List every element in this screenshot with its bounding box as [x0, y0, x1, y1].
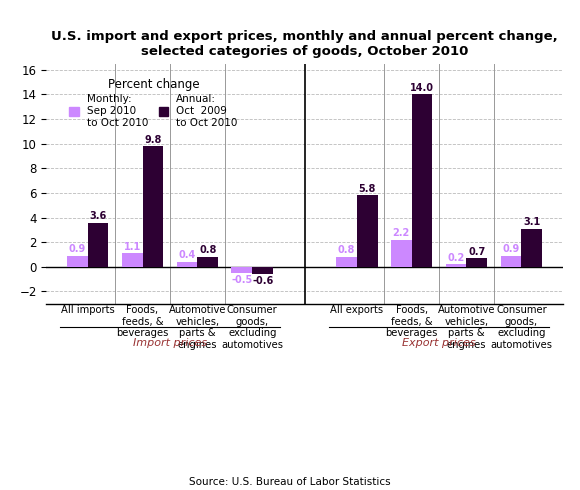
Text: Export prices: Export prices	[402, 338, 476, 348]
Text: 5.8: 5.8	[358, 184, 376, 194]
Text: 0.7: 0.7	[468, 246, 485, 257]
Bar	[231, 267, 252, 273]
Text: Source: U.S. Bureau of Labor Statistics: Source: U.S. Bureau of Labor Statistics	[189, 477, 391, 487]
Text: Consumer
goods,
excluding
automotives: Consumer goods, excluding automotives	[491, 305, 552, 350]
Title: U.S. import and export prices, monthly and annual percent change,
selected categ: U.S. import and export prices, monthly a…	[51, 30, 558, 58]
Text: Automotive
vehicles,
parts &
engines: Automotive vehicles, parts & engines	[438, 305, 495, 350]
Text: 0.8: 0.8	[338, 245, 355, 255]
Text: -0.6: -0.6	[252, 276, 273, 287]
Text: 0.4: 0.4	[179, 250, 195, 260]
Text: 3.1: 3.1	[523, 217, 541, 227]
Text: -0.5: -0.5	[231, 275, 252, 285]
Bar	[521, 229, 542, 267]
Legend: Monthly:
Sep 2010
to Oct 2010, Annual:
Oct  2009
to Oct 2010: Monthly: Sep 2010 to Oct 2010, Annual: O…	[67, 76, 240, 129]
Text: 9.8: 9.8	[144, 135, 162, 145]
Text: 0.9: 0.9	[68, 244, 86, 254]
Text: 14.0: 14.0	[410, 83, 434, 93]
Bar	[252, 267, 273, 274]
Text: All imports: All imports	[61, 305, 114, 315]
Text: 0.9: 0.9	[502, 244, 520, 254]
Bar	[412, 95, 433, 267]
Text: 1.1: 1.1	[124, 242, 141, 252]
Bar	[357, 196, 378, 267]
Text: 0.2: 0.2	[447, 253, 465, 263]
Bar	[88, 222, 108, 267]
Text: Foods,
feeds, &
beverages: Foods, feeds, & beverages	[385, 305, 438, 338]
Bar	[501, 256, 521, 267]
Text: Foods,
feeds, &
beverages: Foods, feeds, & beverages	[117, 305, 169, 338]
Bar	[122, 253, 143, 267]
Bar	[466, 258, 487, 267]
Bar	[143, 146, 164, 267]
Text: Import prices: Import prices	[133, 338, 207, 348]
Text: 0.8: 0.8	[199, 245, 216, 255]
Bar	[176, 262, 197, 267]
Bar	[67, 256, 88, 267]
Text: All exports: All exports	[330, 305, 383, 315]
Text: 3.6: 3.6	[89, 211, 107, 221]
Bar	[445, 265, 466, 267]
Text: Consumer
goods,
excluding
automotives: Consumer goods, excluding automotives	[222, 305, 284, 350]
Bar	[391, 240, 412, 267]
Bar	[336, 257, 357, 267]
Bar	[197, 257, 218, 267]
Text: Automotive
vehicles,
parts &
engines: Automotive vehicles, parts & engines	[169, 305, 226, 350]
Text: 2.2: 2.2	[393, 228, 410, 238]
